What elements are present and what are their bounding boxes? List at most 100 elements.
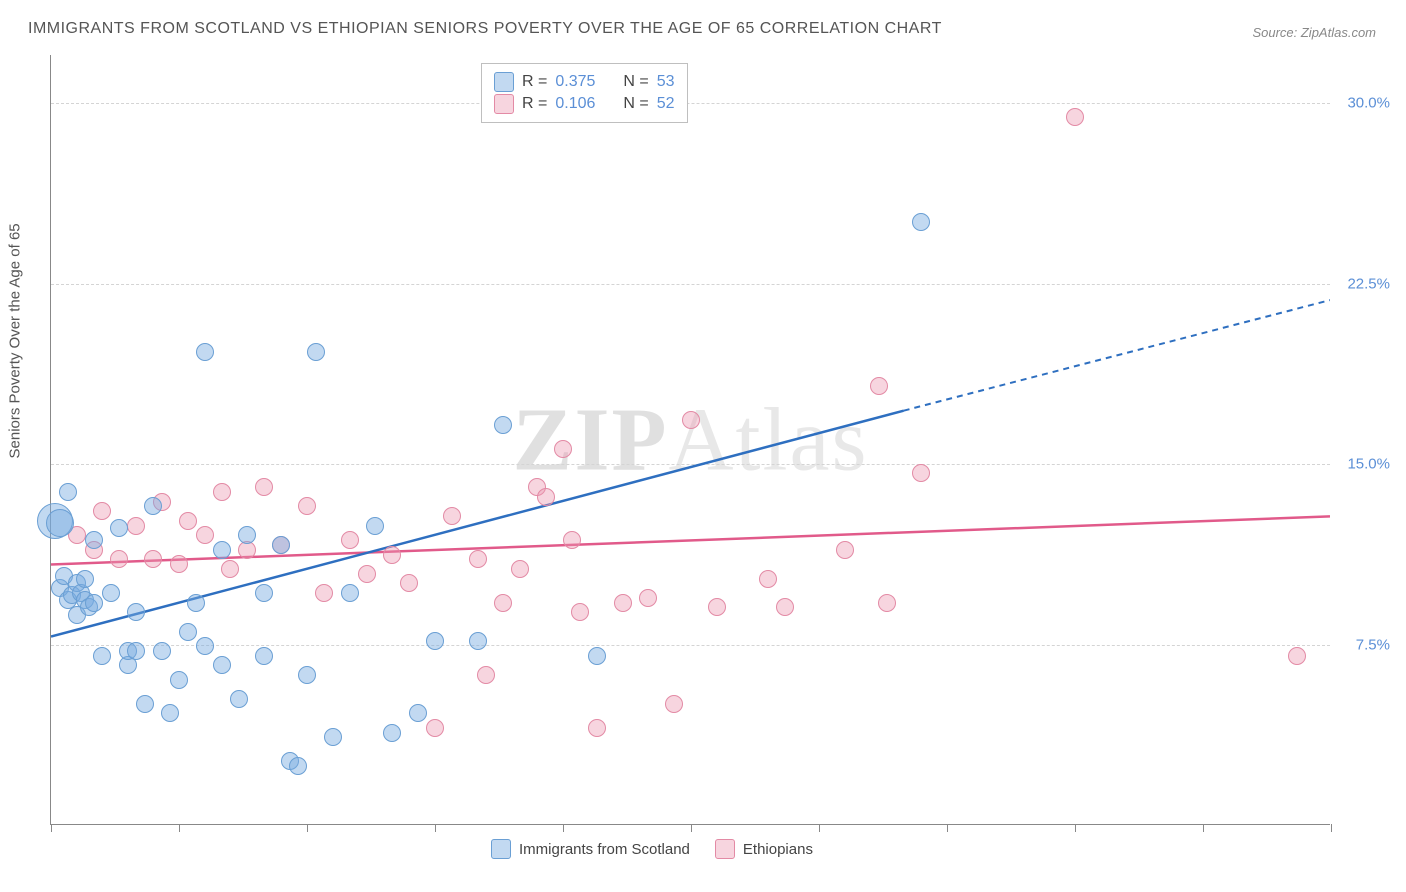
scatter-point-scotland	[110, 519, 128, 537]
y-tick-label: 30.0%	[1347, 95, 1390, 112]
x-tick	[51, 824, 52, 832]
legend-row-scotland: R = 0.375 N = 53	[494, 72, 675, 92]
r-label: R =	[522, 73, 547, 91]
scatter-point-scotland	[324, 728, 342, 746]
source-label: Source: ZipAtlas.com	[1252, 25, 1376, 40]
scatter-point-ethiopians	[341, 531, 359, 549]
scatter-point-ethiopians	[315, 584, 333, 602]
scatter-point-ethiopians	[588, 719, 606, 737]
x-tick	[307, 824, 308, 832]
scatter-point-ethiopians	[358, 565, 376, 583]
scatter-point-ethiopians	[93, 502, 111, 520]
n-value-ethiopians: 52	[657, 95, 675, 113]
scatter-point-ethiopians	[537, 488, 555, 506]
x-tick	[1203, 824, 1204, 832]
scatter-point-ethiopians	[196, 526, 214, 544]
scatter-point-ethiopians	[443, 507, 461, 525]
scatter-point-ethiopians	[477, 666, 495, 684]
scatter-point-ethiopians	[639, 589, 657, 607]
y-tick-label: 22.5%	[1347, 275, 1390, 292]
scatter-point-ethiopians	[1066, 108, 1084, 126]
n-value-scotland: 53	[657, 73, 675, 91]
scatter-point-scotland	[59, 483, 77, 501]
swatch-scotland	[491, 839, 511, 859]
scatter-point-ethiopians	[682, 411, 700, 429]
n-label: N =	[623, 73, 648, 91]
scatter-point-scotland	[230, 690, 248, 708]
scatter-point-ethiopians	[878, 594, 896, 612]
x-tick	[1075, 824, 1076, 832]
r-value-scotland: 0.375	[555, 73, 595, 91]
scatter-point-scotland	[426, 632, 444, 650]
legend-row-ethiopians: R = 0.106 N = 52	[494, 94, 675, 114]
scatter-point-ethiopians	[179, 512, 197, 530]
scatter-point-ethiopians	[1288, 647, 1306, 665]
scatter-point-scotland	[272, 536, 290, 554]
scatter-point-ethiopians	[759, 570, 777, 588]
scatter-point-ethiopians	[144, 550, 162, 568]
x-tick	[947, 824, 948, 832]
legend-item-scotland: Immigrants from Scotland	[491, 839, 690, 859]
scatter-point-ethiopians	[170, 555, 188, 573]
scatter-point-scotland	[127, 642, 145, 660]
scatter-point-ethiopians	[614, 594, 632, 612]
regression-line-scotland-extrapolated	[904, 300, 1330, 411]
scatter-point-scotland	[213, 541, 231, 559]
x-tick	[435, 824, 436, 832]
swatch-ethiopians	[715, 839, 735, 859]
scatter-point-ethiopians	[127, 517, 145, 535]
scatter-point-ethiopians	[571, 603, 589, 621]
scatter-point-scotland	[153, 642, 171, 660]
r-value-ethiopians: 0.106	[555, 95, 595, 113]
plot-area: ZIPAtlas 7.5%15.0%22.5%30.0% R = 0.375 N…	[50, 55, 1330, 825]
scatter-point-scotland	[102, 584, 120, 602]
scatter-point-ethiopians	[912, 464, 930, 482]
scatter-point-scotland	[298, 666, 316, 684]
scatter-point-scotland	[588, 647, 606, 665]
scatter-point-ethiopians	[554, 440, 572, 458]
scatter-point-ethiopians	[870, 377, 888, 395]
scatter-point-scotland	[196, 343, 214, 361]
scatter-point-scotland	[494, 416, 512, 434]
scatter-point-ethiopians	[221, 560, 239, 578]
scatter-point-ethiopians	[665, 695, 683, 713]
scatter-point-ethiopians	[494, 594, 512, 612]
x-tick	[179, 824, 180, 832]
scatter-point-scotland	[383, 724, 401, 742]
x-tick	[563, 824, 564, 832]
scatter-point-ethiopians	[110, 550, 128, 568]
chart-title: IMMIGRANTS FROM SCOTLAND VS ETHIOPIAN SE…	[28, 20, 942, 38]
n-label: N =	[623, 95, 648, 113]
scatter-point-ethiopians	[469, 550, 487, 568]
scatter-point-scotland	[409, 704, 427, 722]
scatter-point-scotland	[170, 671, 188, 689]
legend-label-ethiopians: Ethiopians	[743, 841, 813, 858]
x-tick	[1331, 824, 1332, 832]
scatter-point-scotland	[255, 647, 273, 665]
gridline	[51, 103, 1330, 104]
y-tick-label: 15.0%	[1347, 456, 1390, 473]
watermark-part2: Atlas	[669, 390, 869, 489]
scatter-point-ethiopians	[298, 497, 316, 515]
scatter-point-scotland	[85, 531, 103, 549]
gridline	[51, 464, 1330, 465]
y-axis-label: Seniors Poverty Over the Age of 65	[7, 223, 24, 458]
scatter-point-ethiopians	[400, 574, 418, 592]
series-legend: Immigrants from Scotland Ethiopians	[491, 839, 813, 859]
scatter-point-scotland	[366, 517, 384, 535]
scatter-point-scotland	[76, 570, 94, 588]
scatter-point-scotland	[196, 637, 214, 655]
scatter-point-scotland	[85, 594, 103, 612]
correlation-legend: R = 0.375 N = 53 R = 0.106 N = 52	[481, 63, 688, 123]
scatter-point-scotland	[289, 757, 307, 775]
scatter-point-scotland	[912, 213, 930, 231]
watermark-part1: ZIP	[512, 390, 668, 489]
scatter-point-ethiopians	[511, 560, 529, 578]
scatter-point-scotland	[179, 623, 197, 641]
y-tick-label: 7.5%	[1356, 636, 1390, 653]
scatter-point-ethiopians	[836, 541, 854, 559]
swatch-scotland	[494, 72, 514, 92]
scatter-point-ethiopians	[383, 546, 401, 564]
scatter-point-scotland	[136, 695, 154, 713]
scatter-point-scotland	[93, 647, 111, 665]
